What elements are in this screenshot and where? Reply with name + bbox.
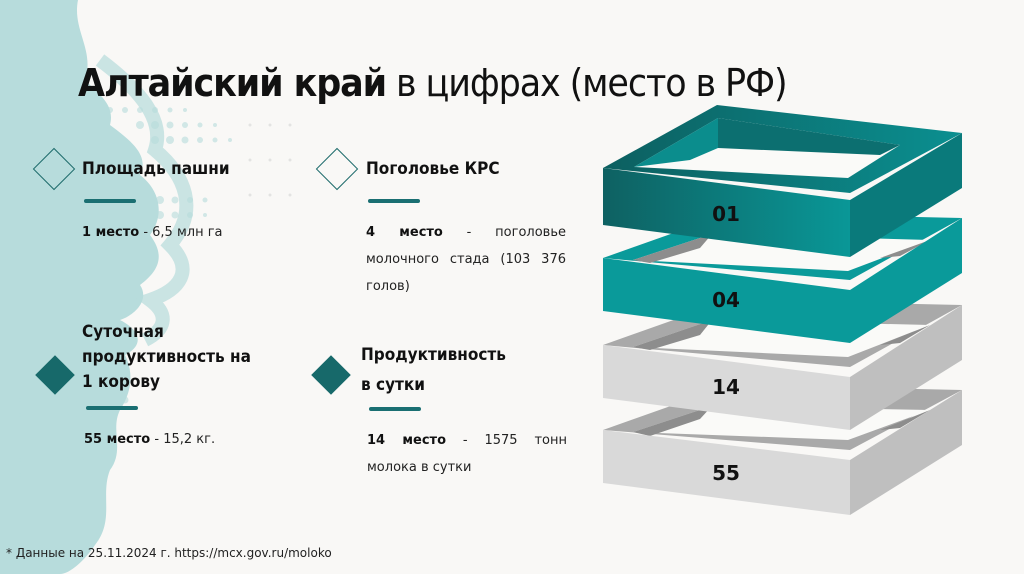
rank-label-01: 01 <box>712 202 740 226</box>
accent-bar <box>84 199 136 203</box>
stat-description: 1 место - 6,5 млн га <box>82 219 282 246</box>
stat-value: - 1575 тонн молока в сутки <box>367 433 567 475</box>
stat-value: - 6,5 млн га <box>139 225 223 240</box>
accent-bar <box>368 199 420 203</box>
stat-description: 14 место - 1575 тонн молока в сутки <box>367 427 567 481</box>
stat-rank: 14 место <box>367 433 446 448</box>
stat-description: 4 место - поголовье молочного стада (103… <box>366 219 566 300</box>
stat-heading: Продуктивность в сутки <box>361 345 506 395</box>
stat-value: - 15,2 кг. <box>150 432 216 447</box>
rank-label-55: 55 <box>712 461 740 485</box>
rank-label-04: 04 <box>712 288 740 312</box>
stat-heading: Суточная продуктивность на 1 корову <box>82 322 251 392</box>
box-01 <box>603 105 962 257</box>
title-rest: в цифрах (место в РФ) <box>386 61 788 105</box>
stat-heading: Площадь пашни <box>82 159 230 179</box>
rank-label-14: 14 <box>712 375 740 399</box>
accent-bar <box>369 407 421 411</box>
stat-value: - поголовье молочного стада (103 376 гол… <box>366 225 567 294</box>
stat-rank: 4 место <box>366 225 443 240</box>
stat-rank: 55 место <box>84 432 151 447</box>
stat-heading: Поголовье КРС <box>366 159 500 179</box>
page-title: Алтайский край в цифрах (место в РФ) <box>78 58 788 108</box>
stat-description: 55 место - 15,2 кг. <box>84 426 284 453</box>
source-footnote: * Данные на 25.11.2024 г. https://mcx.go… <box>6 546 332 560</box>
stat-rank: 1 место <box>82 225 140 240</box>
accent-bar <box>86 406 138 410</box>
title-region: Алтайский край <box>78 61 387 105</box>
